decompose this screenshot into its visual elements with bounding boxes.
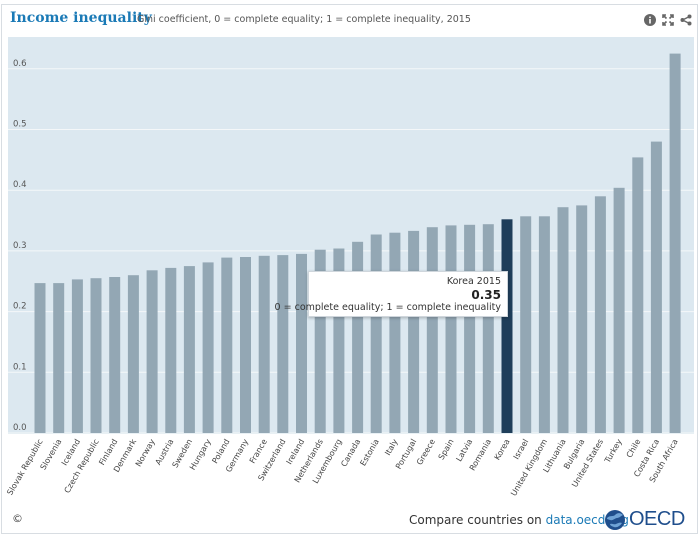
bar-korea[interactable] bbox=[501, 219, 513, 433]
bar-chile[interactable] bbox=[632, 157, 644, 433]
bar-turkey[interactable] bbox=[613, 187, 625, 433]
bar-costa-rica[interactable] bbox=[650, 141, 662, 433]
bar-italy[interactable] bbox=[389, 232, 401, 433]
y-tick-label: 0.2 bbox=[13, 302, 27, 312]
info-icon[interactable] bbox=[644, 14, 656, 26]
bar-portugal[interactable] bbox=[408, 230, 420, 433]
chart-footer: © Compare countries on data.oecd.org OEC… bbox=[0, 500, 700, 538]
tooltip-description: 0 = complete equality; 1 = complete ineq… bbox=[274, 302, 501, 313]
x-tick-label: Greece bbox=[415, 437, 437, 466]
bar-bulgaria[interactable] bbox=[576, 205, 588, 433]
bar-spain[interactable] bbox=[445, 225, 457, 433]
bar-czech-republic[interactable] bbox=[90, 278, 102, 433]
fullscreen-icon[interactable] bbox=[662, 14, 674, 26]
copyright-icon[interactable]: © bbox=[12, 512, 23, 525]
x-tick-label: Italy bbox=[383, 437, 400, 457]
x-tick-label: Chile bbox=[625, 437, 643, 459]
compare-countries: Compare countries on data.oecd.org bbox=[409, 513, 629, 527]
chart-header: Income inequality Gini coefficient, 0 = … bbox=[0, 0, 700, 36]
y-tick-label: 0.6 bbox=[13, 59, 27, 69]
oecd-logo-text: OECD bbox=[629, 508, 685, 530]
bar-lithuania[interactable] bbox=[557, 207, 569, 433]
y-tick-label: 0.0 bbox=[13, 423, 27, 433]
y-tick-label: 0.3 bbox=[13, 241, 27, 251]
x-tick-label: Latvia bbox=[454, 437, 474, 463]
bar-slovak-republic[interactable] bbox=[34, 283, 46, 433]
bar-estonia[interactable] bbox=[370, 234, 382, 434]
oecd-globe-icon bbox=[605, 509, 625, 530]
x-tick-label: Spain bbox=[437, 438, 456, 462]
bar-united-kingdom[interactable] bbox=[538, 216, 550, 433]
tooltip: Korea 2015 0.35 0 = complete equality; 1… bbox=[275, 271, 508, 317]
x-tick-label: Turkey bbox=[602, 437, 623, 465]
y-tick-label: 0.5 bbox=[13, 120, 27, 130]
bar-switzerland[interactable] bbox=[277, 255, 289, 433]
y-tick-label: 0.1 bbox=[13, 362, 27, 372]
y-tick-label: 0.4 bbox=[13, 180, 27, 190]
bar-finland[interactable] bbox=[109, 277, 121, 433]
chart-title: Income inequality bbox=[10, 10, 152, 26]
bar-luxembourg[interactable] bbox=[333, 248, 345, 434]
chart-frame bbox=[1, 4, 698, 534]
bar-slovenia[interactable] bbox=[53, 283, 65, 433]
x-tick-label: Korea bbox=[493, 437, 512, 461]
header-icons bbox=[644, 14, 692, 26]
bar-united-states[interactable] bbox=[594, 196, 606, 433]
tooltip-value: 0.35 bbox=[471, 288, 501, 302]
share-icon[interactable] bbox=[680, 14, 692, 26]
bar-iceland[interactable] bbox=[71, 279, 83, 433]
bar-france[interactable] bbox=[258, 255, 270, 433]
bar-ireland[interactable] bbox=[296, 253, 307, 433]
x-tick-label: Israel bbox=[512, 438, 531, 461]
bar-canada[interactable] bbox=[352, 241, 364, 433]
bar-greece[interactable] bbox=[426, 227, 438, 433]
bar-south-africa[interactable] bbox=[669, 53, 681, 433]
bar-austria[interactable] bbox=[165, 267, 177, 433]
bar-norway[interactable] bbox=[146, 270, 158, 433]
oecd-logo[interactable]: OECD bbox=[604, 508, 685, 531]
tooltip-label: Korea 2015 bbox=[446, 276, 501, 287]
compare-text: Compare countries on bbox=[409, 513, 546, 527]
bar-romania[interactable] bbox=[482, 224, 494, 433]
bar-sweden[interactable] bbox=[183, 266, 195, 433]
bar-netherlands[interactable] bbox=[314, 249, 326, 433]
bar-latvia[interactable] bbox=[464, 224, 476, 433]
chart-subtitle: Gini coefficient, 0 = complete equality;… bbox=[137, 14, 471, 25]
bar-germany[interactable] bbox=[240, 257, 251, 433]
bar-poland[interactable] bbox=[221, 257, 233, 433]
bar-israel[interactable] bbox=[520, 216, 532, 433]
bar-hungary[interactable] bbox=[202, 262, 214, 433]
bar-denmark[interactable] bbox=[127, 275, 139, 433]
